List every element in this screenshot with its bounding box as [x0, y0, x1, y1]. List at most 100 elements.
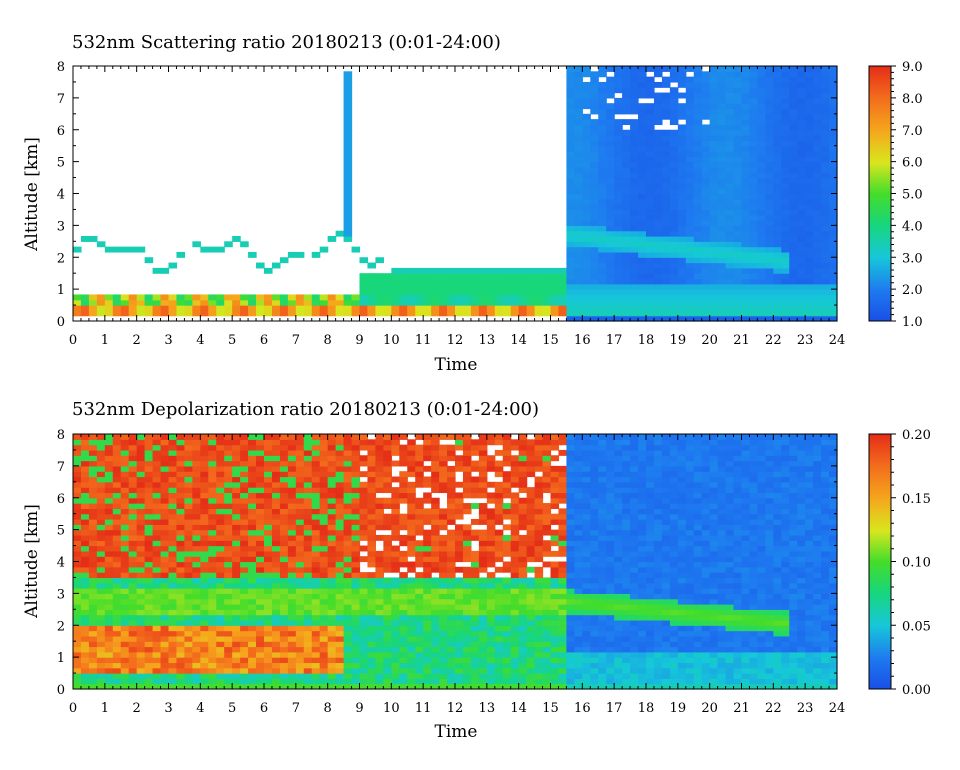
- heatmap-cell: [701, 177, 711, 184]
- heatmap-cell: [375, 299, 384, 306]
- heatmap-cell: [566, 283, 575, 290]
- heatmap-cell: [375, 444, 384, 451]
- heatmap-cell: [224, 545, 233, 552]
- heatmap-cell: [351, 449, 361, 456]
- heatmap-cell: [781, 129, 790, 136]
- heatmap-cell: [693, 97, 703, 104]
- heatmap-cell: [462, 673, 472, 679]
- heatmap-cell: [757, 166, 766, 173]
- heatmap-cell: [685, 294, 695, 301]
- heatmap-cell: [741, 262, 751, 269]
- heatmap-cell: [574, 97, 583, 104]
- heatmap-cell: [486, 497, 496, 504]
- heatmap-cell: [351, 513, 361, 520]
- heatmap-cell: [470, 283, 480, 290]
- heatmap-cell: [136, 667, 146, 674]
- heatmap-cell: [232, 673, 241, 679]
- heatmap-cell: [112, 588, 122, 594]
- heatmap-cell: [685, 108, 695, 115]
- heatmap-cell: [510, 566, 520, 573]
- heatmap-cell: [773, 81, 782, 88]
- heatmap-cell: [104, 641, 114, 648]
- heatmap-cell: [335, 630, 345, 637]
- heatmap-cell: [614, 108, 623, 115]
- heatmap-cell: [614, 97, 623, 104]
- heatmap-cell: [709, 230, 719, 237]
- heatmap-cell: [749, 66, 759, 72]
- heatmap-cell: [653, 182, 663, 189]
- heatmap-cell: [295, 635, 305, 642]
- heatmap-cell: [598, 172, 607, 179]
- heatmap-cell: [327, 604, 337, 610]
- heatmap-cell: [271, 465, 281, 472]
- heatmap-cell: [638, 198, 647, 205]
- heatmap-cell: [391, 545, 400, 552]
- heatmap-cell: [104, 662, 114, 669]
- heatmap-cell: [184, 641, 193, 648]
- heatmap-cell: [303, 476, 313, 483]
- heatmap-cell: [152, 630, 162, 637]
- heatmap-cell: [478, 310, 488, 317]
- heatmap-cell: [383, 487, 392, 494]
- heatmap-cell: [606, 289, 615, 296]
- heatmap-cell: [391, 556, 400, 563]
- heatmap-cell: [558, 305, 568, 311]
- panel-depolarization-ratio: 532nm Depolarization ratio 20180213 (0:0…: [22, 399, 931, 742]
- heatmap-cell: [192, 582, 201, 589]
- heatmap-cell: [73, 503, 82, 509]
- heatmap-cell: [614, 182, 623, 189]
- heatmap-cell: [240, 529, 249, 536]
- heatmap-cell: [518, 673, 528, 679]
- heatmap-cell: [669, 246, 679, 253]
- heatmap-cell: [383, 540, 392, 547]
- heatmap-cell: [813, 273, 822, 280]
- heatmap-cell: [303, 588, 313, 594]
- heatmap-cell: [271, 673, 281, 679]
- heatmap-cell: [112, 566, 122, 573]
- heatmap-cell: [264, 508, 273, 515]
- heatmap-cell: [773, 220, 782, 226]
- heatmap-cell: [375, 678, 384, 685]
- heatmap-cell: [614, 230, 623, 237]
- heatmap-cell: [351, 519, 361, 525]
- heatmap-cell: [152, 434, 162, 440]
- heatmap-cell: [73, 588, 82, 594]
- heatmap-cell: [566, 76, 575, 83]
- heatmap-cell: [622, 246, 631, 253]
- heatmap-cell: [96, 310, 106, 317]
- heatmap-cell: [120, 630, 130, 637]
- heatmap-cell: [423, 497, 432, 504]
- heatmap-cell: [232, 609, 241, 616]
- heatmap-cell: [478, 614, 488, 621]
- heatmap-cell: [725, 87, 735, 94]
- heatmap-cell: [614, 66, 623, 72]
- heatmap-cell: [200, 609, 209, 616]
- heatmap-cell: [303, 630, 313, 637]
- heatmap-cell: [128, 667, 138, 674]
- heatmap-cell: [208, 582, 217, 589]
- heatmap-cell: [630, 204, 639, 211]
- heatmap-cell: [813, 220, 822, 226]
- colorbar-tick-label: 3.0: [902, 251, 923, 266]
- heatmap-cell: [622, 166, 631, 173]
- heatmap-cell: [574, 278, 583, 285]
- heatmap-cell: [73, 577, 82, 584]
- heatmap-cell: [200, 246, 209, 253]
- heatmap-cell: [327, 667, 337, 674]
- heatmap-cell: [518, 646, 528, 653]
- heatmap-cell: [717, 193, 727, 200]
- heatmap-cell: [653, 198, 663, 205]
- heatmap-cell: [821, 193, 830, 200]
- heatmap-cell: [630, 161, 639, 168]
- heatmap-cell: [757, 299, 766, 306]
- heatmap-cell: [415, 604, 424, 610]
- heatmap-cell: [407, 444, 416, 451]
- heatmap-cell: [248, 305, 257, 311]
- heatmap-cell: [216, 614, 225, 621]
- heatmap-cell: [685, 145, 695, 152]
- heatmap-cell: [256, 598, 265, 605]
- heatmap-cell: [343, 108, 353, 115]
- heatmap-cell: [638, 289, 647, 296]
- heatmap-cell: [789, 225, 798, 232]
- heatmap-cell: [375, 577, 384, 584]
